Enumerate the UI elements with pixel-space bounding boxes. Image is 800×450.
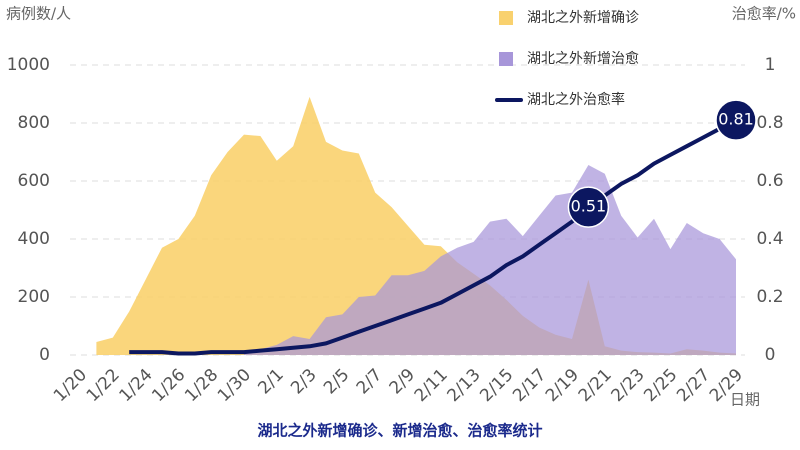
x-tick-label: 2/5 xyxy=(320,365,353,398)
legend-label: 湖北之外治愈率 xyxy=(527,91,625,108)
y-tick-label: 800 xyxy=(18,113,50,133)
y-tick-label: 1000 xyxy=(7,55,50,75)
point-marker xyxy=(715,99,757,141)
x-tick-label: 2/21 xyxy=(575,365,616,406)
y2-tick-label: 0.8 xyxy=(756,113,783,133)
y2-tick-label: 1 xyxy=(765,55,776,75)
point-marker xyxy=(567,186,610,228)
x-tick-label: 2/1 xyxy=(254,365,287,398)
legend-label: 湖北之外新增治愈 xyxy=(527,51,639,67)
x-tick-label: 2/23 xyxy=(608,365,649,406)
line xyxy=(129,118,737,356)
y-tick-label: 0 xyxy=(39,345,50,365)
x-axis-label: 日期 xyxy=(730,391,760,409)
y-tick-label: 200 xyxy=(18,287,50,307)
y2-tick-label: 0.6 xyxy=(756,171,783,191)
area xyxy=(96,96,736,356)
x-tick-label: 1/30 xyxy=(214,365,255,406)
x-tick-label: 2/7 xyxy=(353,365,386,398)
x-tick-label: 2/3 xyxy=(287,365,320,398)
area xyxy=(244,165,736,355)
x-tick-label: 1/28 xyxy=(181,365,222,406)
y-axis-label: 病例数/人 xyxy=(6,5,71,23)
x-tick-label: 2/17 xyxy=(509,365,550,406)
x-tick-label: 2/13 xyxy=(444,365,485,406)
chart-title: 湖北之外新增确诊、新增治愈、治愈率统计 xyxy=(257,422,542,440)
x-tick-label: 2/11 xyxy=(411,365,452,406)
y2-tick-label: 0.4 xyxy=(756,229,783,249)
y2-axis-label: 治愈率/% xyxy=(732,5,796,23)
x-tick-label: 2/25 xyxy=(640,365,681,406)
y2-tick-label: 0.2 xyxy=(756,287,783,307)
data-label: 0.51 xyxy=(571,197,607,216)
y-tick-label: 600 xyxy=(18,171,50,191)
x-tick-label: 1/22 xyxy=(83,365,124,406)
x-tick-label: 1/24 xyxy=(116,365,157,406)
y2-tick-label: 0 xyxy=(765,345,776,365)
x-tick-label: 2/15 xyxy=(476,365,517,406)
legend-swatch xyxy=(499,11,513,25)
x-tick-label: 2/19 xyxy=(542,365,583,406)
x-tick-label: 2/27 xyxy=(673,365,714,406)
data-label: 0.81 xyxy=(718,110,754,129)
y-tick-label: 400 xyxy=(18,229,50,249)
legend-label: 湖北之外新增确诊 xyxy=(527,10,639,26)
legend-swatch xyxy=(499,52,513,66)
x-tick-label: 1/20 xyxy=(50,365,91,406)
x-tick-label: 1/26 xyxy=(148,365,189,406)
